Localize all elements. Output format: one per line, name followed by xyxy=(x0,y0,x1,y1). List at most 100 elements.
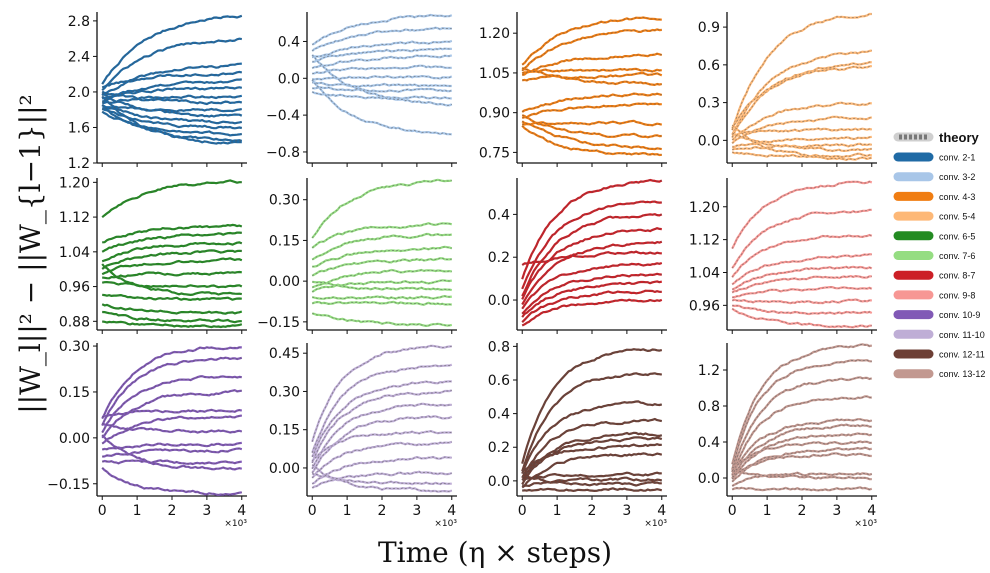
series-line xyxy=(102,105,242,113)
x-tick-label: 1 xyxy=(553,503,562,519)
theory-line xyxy=(731,209,872,269)
y-tick-label: 0.90 xyxy=(479,106,510,122)
theory-line xyxy=(731,432,872,480)
series-line xyxy=(102,293,242,301)
y-tick-label: 2.0 xyxy=(68,85,90,101)
y-tick-label: −0.15 xyxy=(47,477,90,493)
theory-line xyxy=(102,303,242,315)
series-line xyxy=(731,418,873,477)
theory-line xyxy=(102,409,242,418)
y-tick-label: 0.0 xyxy=(698,133,720,149)
series-line xyxy=(311,26,452,52)
theory-line xyxy=(311,257,452,277)
y-tick-label: 0.96 xyxy=(59,280,90,296)
x-tick-label: 4 xyxy=(867,503,876,519)
theory-line xyxy=(732,486,872,491)
series-lines xyxy=(311,344,453,493)
x-tick-label: 3 xyxy=(412,503,421,519)
theory-line xyxy=(521,452,662,488)
series-line xyxy=(312,86,453,93)
series-line xyxy=(731,12,872,131)
theory-line xyxy=(102,86,242,100)
subplot-5: 0.88 0.96 1.04 1.12 1.20 xyxy=(59,175,247,334)
y-tick-label: 2.4 xyxy=(68,49,90,65)
y-axis-label: ||W_l||² − ||W_{l−1}||² xyxy=(14,94,47,414)
x-tick-label: 3 xyxy=(622,503,631,519)
y-tick-label: −0.15 xyxy=(257,315,300,331)
x-tick-label: 1 xyxy=(343,503,352,519)
series-line xyxy=(732,286,873,299)
theory-line xyxy=(101,434,242,470)
theory-line xyxy=(311,91,452,100)
x-tick-label: 2 xyxy=(798,503,807,519)
theory-line xyxy=(731,181,872,249)
theory-line xyxy=(101,91,242,105)
y-tick-label: 0.0 xyxy=(488,474,510,490)
series-line xyxy=(311,389,453,464)
y-tick-label: 0.00 xyxy=(269,461,300,477)
y-tick-label: 0.00 xyxy=(269,274,300,290)
y-tick-label: 0.8 xyxy=(698,399,720,415)
series-lines xyxy=(521,16,663,157)
theory-line xyxy=(521,125,662,156)
y-tick-label: 0.30 xyxy=(269,384,300,400)
theory-line xyxy=(521,201,662,290)
theory-line xyxy=(102,71,242,88)
theory-line xyxy=(521,120,662,150)
y-tick-label: 0.88 xyxy=(59,314,90,330)
theory-line xyxy=(101,38,242,91)
theory-line xyxy=(101,422,242,434)
subplot-grid: 1.21.62.02.42.8−0.8−0.40.00.40.750.901.0… xyxy=(47,12,877,529)
legend-entry: conv. 2-1 xyxy=(893,152,975,163)
series-lines xyxy=(521,348,663,492)
x-tick-label: 2 xyxy=(168,503,177,519)
legend-entry: conv. 5-4 xyxy=(893,211,975,222)
theory-line xyxy=(731,65,872,129)
theory-line xyxy=(732,299,872,304)
theory-line xyxy=(311,389,452,464)
y-tick-label: 1.12 xyxy=(689,233,720,249)
y-tick-label: 0.6 xyxy=(488,373,510,389)
series-lines xyxy=(311,178,453,327)
series-line xyxy=(311,232,452,261)
theory-line xyxy=(312,246,452,268)
theory-line xyxy=(101,15,242,85)
y-tick-label: 1.05 xyxy=(479,66,510,82)
series-line xyxy=(522,487,663,492)
theory-line xyxy=(102,442,242,451)
series-line xyxy=(101,441,242,451)
theory-line xyxy=(731,440,872,472)
series-line xyxy=(521,28,662,72)
theory-line xyxy=(522,475,662,486)
theory-line xyxy=(311,430,452,462)
series-line xyxy=(101,281,243,289)
series-lines xyxy=(731,12,873,161)
legend-entry: conv. 11-10 xyxy=(893,329,985,340)
theory-line xyxy=(312,473,452,485)
theory-line xyxy=(731,418,872,476)
theory-line xyxy=(521,290,662,323)
subplot-4: 0.0 0.3 0.6 0.9 xyxy=(698,12,877,167)
series-lines xyxy=(521,178,663,327)
theory-line xyxy=(521,262,662,309)
legend-entry: conv. 6-5 xyxy=(893,231,975,241)
theory-line xyxy=(311,364,452,453)
x-multiplier-label: ×10³ xyxy=(434,519,457,529)
theory-line xyxy=(101,249,242,270)
theory-line xyxy=(311,403,452,469)
legend-label: conv. 2-1 xyxy=(939,153,975,163)
y-tick-label: 0.0 xyxy=(488,293,510,309)
theory-line xyxy=(522,68,662,74)
series-line xyxy=(521,114,662,139)
y-tick-label: 0.3 xyxy=(698,96,720,112)
legend-label: conv. 11-10 xyxy=(939,330,985,340)
theory-line xyxy=(521,213,662,297)
x-tick-label: 4 xyxy=(657,503,666,519)
y-tick-label: 1.20 xyxy=(689,200,720,216)
series-lines xyxy=(101,14,243,145)
y-tick-label: 1.04 xyxy=(689,265,720,281)
series-line xyxy=(101,92,243,118)
theory-line xyxy=(522,72,662,81)
y-tick-label: 0.15 xyxy=(269,423,300,439)
subplot-10: 0.00 0.15 0.30 0.45 0 1 2 3 4×10³ xyxy=(269,343,457,529)
